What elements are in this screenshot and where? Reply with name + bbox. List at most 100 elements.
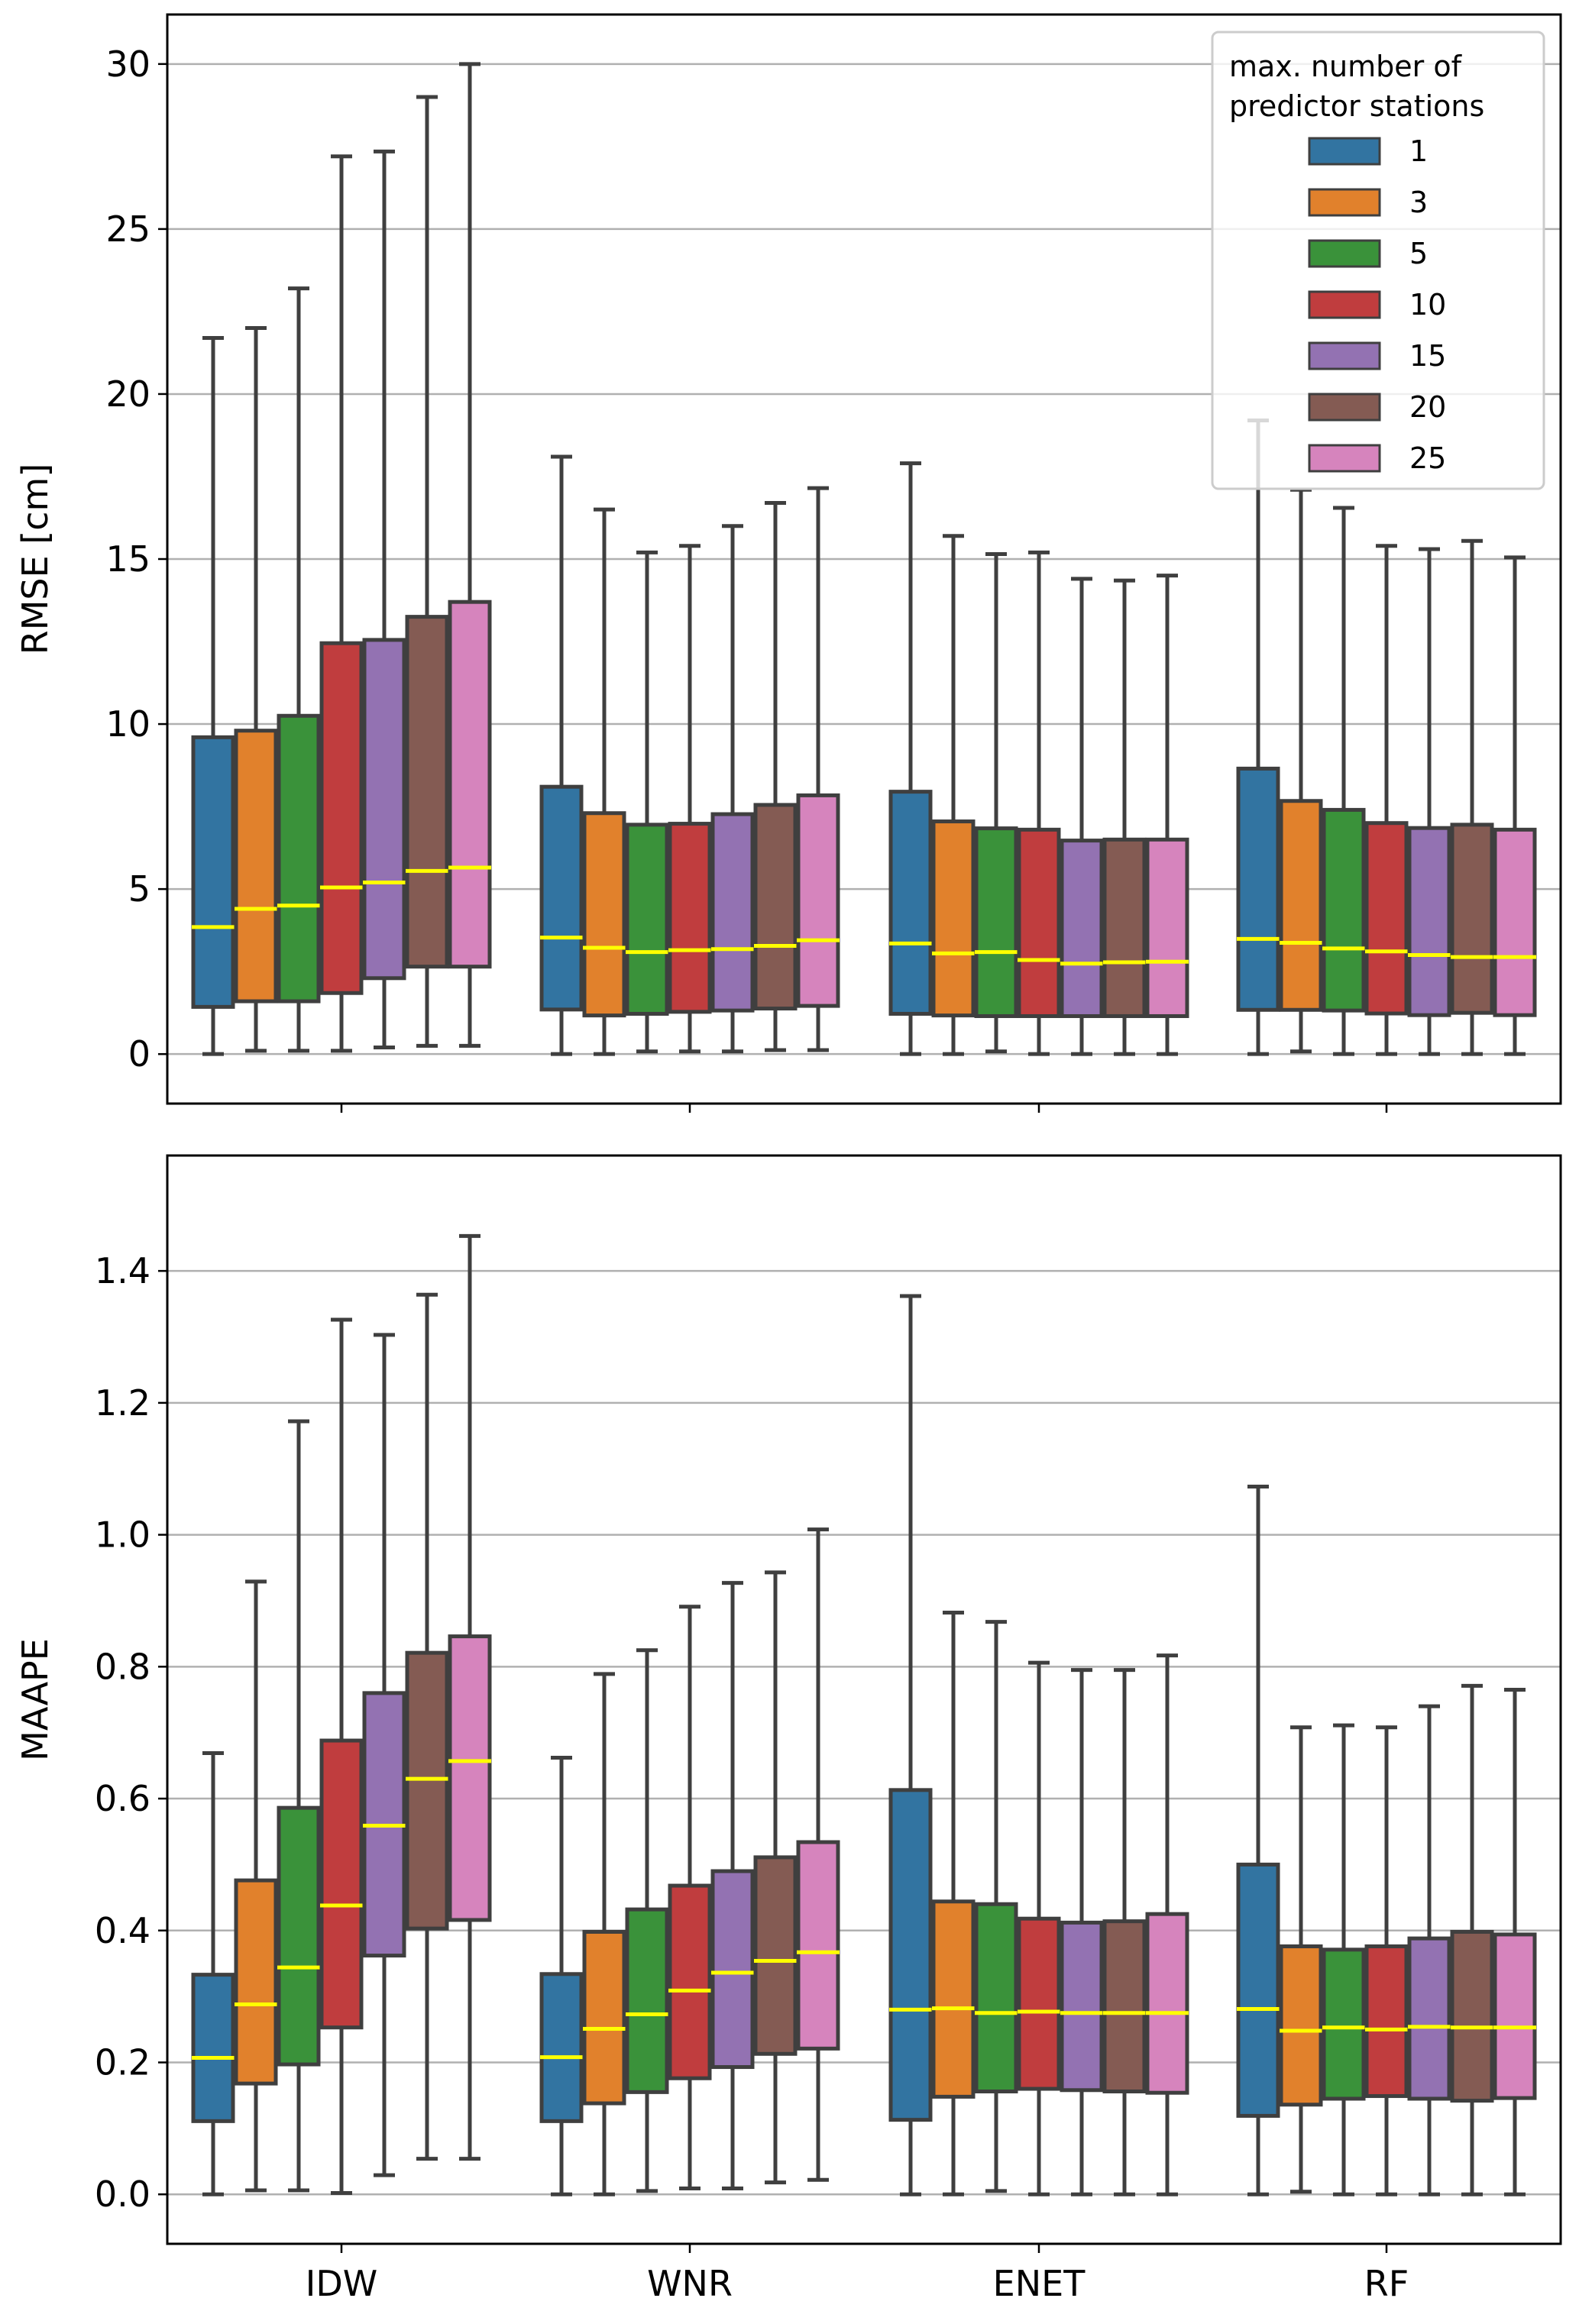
box-iqr (277, 1805, 321, 2067)
box-iqr (448, 600, 492, 969)
box-rf-3 (1279, 1725, 1323, 2194)
box-idw-20 (405, 95, 449, 1048)
box-iqr (1322, 1947, 1366, 2101)
box-idw-25 (448, 1233, 492, 2161)
box-wnr-10 (668, 1605, 712, 2190)
box-iqr (1407, 826, 1451, 1017)
box-idw-15 (362, 1333, 406, 2177)
y-axis-label: MAAPE (15, 1638, 56, 1761)
box-rf-25 (1493, 1688, 1537, 2196)
box-idw-10 (319, 1317, 364, 2195)
box-rf-5 (1322, 506, 1366, 1056)
box-iqr (539, 784, 584, 1012)
box-idw-25 (448, 62, 492, 1048)
axes-frame (166, 1154, 1562, 2245)
box-iqr (974, 826, 1018, 1018)
y-axis-label: RMSE [cm] (15, 464, 56, 655)
box-iqr (448, 1634, 492, 1922)
legend-swatch (1308, 444, 1381, 473)
box-iqr (710, 1869, 755, 2070)
box-enet-15 (1060, 577, 1104, 1056)
legend: max. number of predictor stations 1 3 5 10 15 2… (1211, 31, 1545, 490)
box-iqr (796, 1840, 840, 2051)
y-tick-label: 20 (105, 373, 150, 415)
box-iqr (753, 803, 798, 1011)
box-wnr-5 (625, 1648, 669, 2193)
box-enet-3 (931, 534, 976, 1056)
y-tick-label: 10 (105, 703, 150, 745)
legend-label: 5 (1409, 237, 1428, 270)
y-tick-label: 1.0 (95, 1514, 150, 1556)
box-iqr (1364, 1944, 1409, 2099)
box-rf-1 (1236, 1485, 1280, 2196)
legend-label: 15 (1409, 339, 1446, 373)
box-iqr (191, 735, 235, 1009)
box-iqr (1060, 839, 1104, 1018)
legend-item-5: 5 (1308, 237, 1428, 270)
box-idw-20 (405, 1292, 449, 2161)
y-tick-label: 15 (105, 538, 150, 580)
box-iqr (1493, 827, 1537, 1017)
box-iqr (1279, 799, 1323, 1012)
legend-swatch (1308, 188, 1381, 217)
box-iqr (625, 1907, 669, 2094)
box-enet-10 (1017, 550, 1061, 1056)
box-iqr (277, 713, 321, 1004)
y-tick-label: 0 (128, 1033, 150, 1075)
box-iqr (1407, 1936, 1451, 2101)
box-wnr-3 (582, 507, 626, 1056)
box-wnr-25 (796, 1527, 840, 2182)
legend-title: predictor stations (1229, 89, 1484, 123)
box-iqr (1145, 1912, 1189, 2095)
box-wnr-20 (753, 501, 798, 1052)
box-enet-5 (974, 552, 1018, 1054)
box-wnr-10 (668, 544, 712, 1054)
box-iqr (931, 819, 976, 1018)
box-iqr (1102, 1919, 1147, 2094)
y-tick-label: 1.4 (95, 1250, 150, 1291)
box-iqr (888, 790, 933, 1016)
box-wnr-5 (625, 550, 669, 1054)
box-iqr (753, 1855, 798, 2056)
box-enet-15 (1060, 1668, 1104, 2196)
box-iqr (1017, 1916, 1061, 2091)
y-tick-label: 0.4 (95, 1910, 150, 1951)
box-iqr (319, 1738, 364, 2030)
box-iqr (1236, 766, 1280, 1012)
legend-item-1: 1 (1308, 134, 1428, 168)
box-iqr (234, 729, 278, 1004)
box-iqr (1450, 1930, 1494, 2103)
box-wnr-1 (539, 454, 584, 1056)
box-iqr (710, 812, 755, 1013)
box-rf-10 (1364, 544, 1409, 1056)
y-tick-label: 5 (128, 868, 150, 910)
box-enet-10 (1017, 1660, 1061, 2196)
box-wnr-3 (582, 1672, 626, 2196)
box-iqr (1322, 807, 1366, 1013)
box-idw-3 (234, 326, 278, 1053)
legend-item-3: 3 (1308, 186, 1428, 219)
box-iqr (888, 1788, 933, 2122)
box-iqr (1450, 823, 1494, 1015)
legend-swatch (1308, 137, 1381, 166)
box-iqr (668, 1883, 712, 2080)
box-iqr (1060, 1920, 1104, 2093)
legend-swatch (1308, 341, 1381, 370)
x-tick-label: WNR (647, 2263, 733, 2304)
legend-swatch (1308, 239, 1381, 268)
box-idw-15 (362, 149, 406, 1050)
box-iqr (405, 615, 449, 969)
box-iqr (582, 1930, 626, 2106)
box-iqr (405, 1650, 449, 1931)
legend-item-25: 25 (1308, 441, 1446, 475)
box-wnr-15 (710, 524, 755, 1054)
box-enet-3 (931, 1611, 976, 2196)
box-rf-5 (1322, 1723, 1366, 2196)
box-rf-1 (1236, 419, 1280, 1056)
legend-item-20: 20 (1308, 390, 1446, 424)
box-enet-1 (888, 1294, 933, 2196)
box-enet-5 (974, 1620, 1018, 2193)
box-rf-15 (1407, 547, 1451, 1056)
box-enet-25 (1145, 574, 1189, 1056)
y-tick-label: 0.0 (95, 2174, 150, 2215)
